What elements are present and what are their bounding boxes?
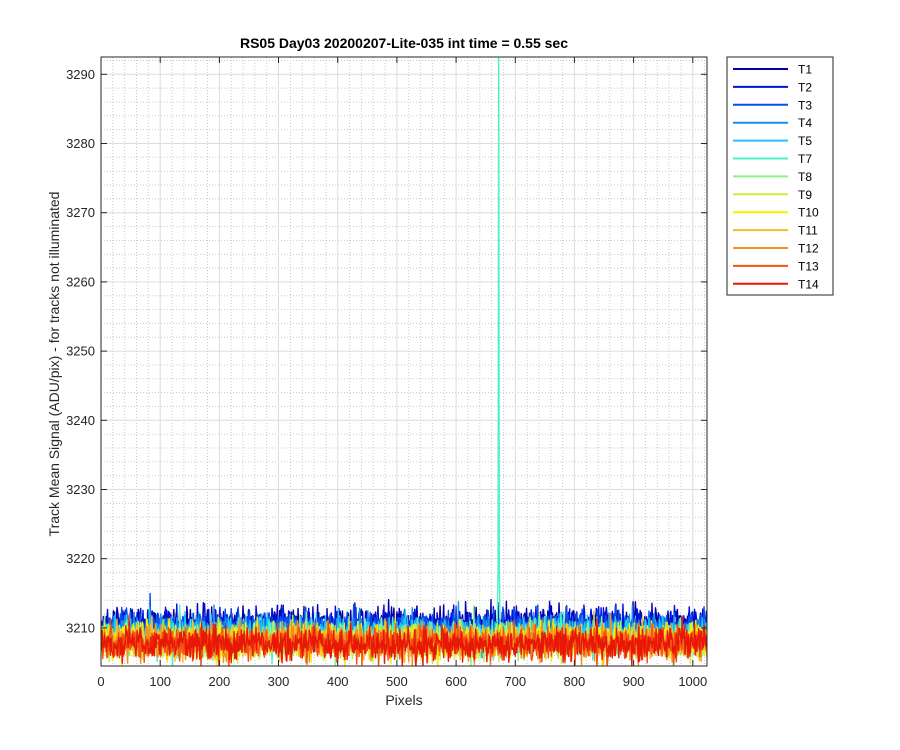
legend-label-t12: T12 [798, 242, 819, 256]
y-tick-label: 3270 [66, 205, 95, 220]
y-tick-label: 3210 [66, 620, 95, 635]
x-tick-label: 800 [564, 674, 586, 689]
x-tick-label: 300 [268, 674, 290, 689]
y-tick-label: 3280 [66, 136, 95, 151]
y-axis-title: Track Mean Signal (ADU/pix) - for tracks… [46, 192, 62, 537]
x-tick-label: 900 [623, 674, 645, 689]
legend-label-t2: T2 [798, 80, 812, 94]
x-tick-label: 500 [386, 674, 408, 689]
plot-frame [100, 56, 708, 667]
legend-label-t9: T9 [798, 188, 812, 202]
x-tick-label: 700 [504, 674, 526, 689]
plot-background [101, 57, 707, 666]
x-tick-labels: 0 100 200 300 400 500 600 700 800 900 1000 [97, 674, 707, 689]
legend-label-t1: T1 [798, 63, 812, 77]
y-tick-label: 3290 [66, 67, 95, 82]
legend-label-t10: T10 [798, 206, 819, 220]
x-tick-label: 600 [445, 674, 467, 689]
x-tick-label: 0 [97, 674, 104, 689]
y-tick-labels: 3210 3220 3230 3240 3250 3260 3270 3280 3290 [66, 67, 95, 636]
tick-marks [100, 57, 707, 666]
minor-grid [101, 57, 707, 666]
x-tick-label: 200 [209, 674, 231, 689]
series-layer [101, 57, 707, 666]
chart-title: RS05 Day03 20200207-Lite-035 int time = … [240, 35, 568, 51]
legend-label-t5: T5 [798, 134, 812, 148]
legend-label-t14: T14 [798, 277, 819, 291]
x-tick-label: 100 [149, 674, 171, 689]
y-tick-label: 3220 [66, 551, 95, 566]
y-tick-label: 3260 [66, 274, 95, 289]
legend: T1 T2 T3 T4 T5 T7 T8 T9 T10 T11 T12 T13 T14 [726, 56, 834, 296]
y-tick-label: 3230 [66, 482, 95, 497]
x-tick-label: 1000 [678, 674, 707, 689]
x-axis-title: Pixels [385, 692, 422, 708]
legend-label-t11: T11 [798, 224, 818, 238]
legend-label-t8: T8 [798, 170, 812, 184]
legend-label-t3: T3 [798, 98, 812, 112]
legend-label-t13: T13 [798, 259, 819, 273]
legend-label-t4: T4 [798, 116, 812, 130]
y-tick-label: 3240 [66, 413, 95, 428]
series-line-t14 [101, 615, 707, 666]
y-tick-label: 3250 [66, 344, 95, 359]
x-tick-label: 400 [327, 674, 349, 689]
legend-label-t7: T7 [798, 152, 812, 166]
